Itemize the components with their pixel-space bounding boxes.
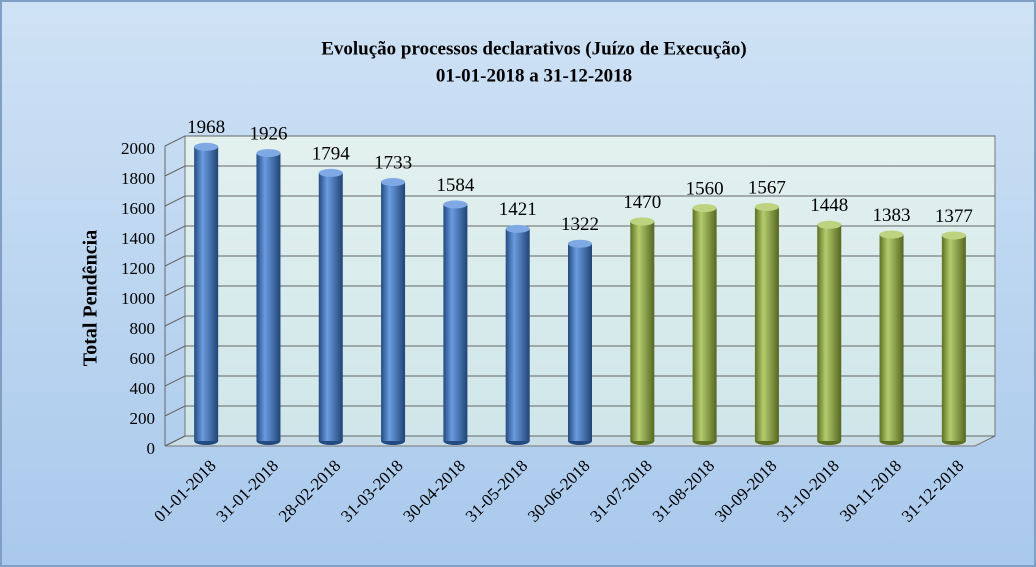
bar-body <box>443 204 468 441</box>
value-label: 1470 <box>623 192 661 213</box>
bar-top <box>630 217 655 226</box>
value-label: 1968 <box>187 117 225 138</box>
bar <box>879 230 904 445</box>
bar-body <box>630 221 655 441</box>
bar-body <box>381 182 406 442</box>
value-label: 1584 <box>436 175 475 196</box>
bar-top <box>879 230 904 239</box>
bar-body <box>194 146 219 442</box>
bar-top <box>381 178 406 187</box>
grid-line <box>164 405 995 417</box>
grid-line <box>164 285 995 297</box>
value-label: 1567 <box>748 177 786 198</box>
y-tick-label: 800 <box>130 319 156 338</box>
grid-line <box>164 165 995 177</box>
y-tick-label: 200 <box>130 409 156 428</box>
bar-body <box>692 208 717 441</box>
value-label: 1421 <box>499 199 537 220</box>
grid-line <box>164 315 995 327</box>
grid-line <box>164 195 995 207</box>
bar-top <box>692 204 717 212</box>
grid-line <box>164 375 995 387</box>
y-tick-label: 1600 <box>121 199 155 218</box>
y-tick-label: 1000 <box>121 289 155 308</box>
bar-top <box>256 149 281 158</box>
bar <box>381 178 406 445</box>
bar <box>256 149 281 445</box>
y-axis-label: Total Pendência <box>80 230 102 367</box>
bar-top <box>754 202 779 211</box>
value-label: 1377 <box>935 206 973 227</box>
value-label: 1733 <box>374 152 412 173</box>
bar-top <box>817 220 842 229</box>
bar <box>817 220 842 445</box>
y-tick-label: 2000 <box>121 139 155 158</box>
chart-title: Evolução processos declarativos (Juízo d… <box>321 38 747 59</box>
bar <box>692 204 717 445</box>
y-tick-label: 400 <box>130 379 156 398</box>
value-label: 1383 <box>873 205 911 226</box>
bar-body <box>817 224 842 441</box>
grid-line <box>164 435 995 447</box>
bar-top <box>194 142 219 151</box>
bar-body <box>754 206 779 441</box>
bar <box>318 168 343 445</box>
bar-body <box>256 153 281 441</box>
bar-top <box>443 200 468 209</box>
y-tick-label: 600 <box>130 349 156 368</box>
bar-top <box>505 224 530 233</box>
value-label: 1322 <box>561 214 599 235</box>
grid-line <box>164 225 995 237</box>
bar-body <box>568 243 592 441</box>
bar <box>443 200 468 445</box>
y-tick-label: 1400 <box>121 229 155 248</box>
bar-body <box>879 234 904 441</box>
y-tick-label: 1200 <box>121 259 155 278</box>
y-tick-label: 1800 <box>121 169 155 188</box>
value-label: 1926 <box>249 123 287 144</box>
bar-body <box>941 235 966 441</box>
bar <box>568 239 592 445</box>
grid-line <box>164 345 995 357</box>
value-label: 1448 <box>810 195 848 216</box>
bar-body <box>318 172 343 441</box>
bar <box>505 224 530 445</box>
bar <box>630 217 655 445</box>
chart-subtitle: 01-01-2018 a 31-12-2018 <box>436 65 632 86</box>
bar <box>941 231 966 445</box>
y-tick-label: 0 <box>147 439 156 458</box>
bar-top <box>941 231 966 240</box>
bar <box>194 142 219 445</box>
bar-top <box>568 239 592 248</box>
bar <box>754 202 779 445</box>
bar-body <box>505 228 530 441</box>
grid-line <box>164 255 995 267</box>
grid-line <box>164 135 995 147</box>
value-label: 1794 <box>312 143 351 164</box>
bar-top <box>318 168 343 177</box>
value-label: 1560 <box>686 178 724 199</box>
